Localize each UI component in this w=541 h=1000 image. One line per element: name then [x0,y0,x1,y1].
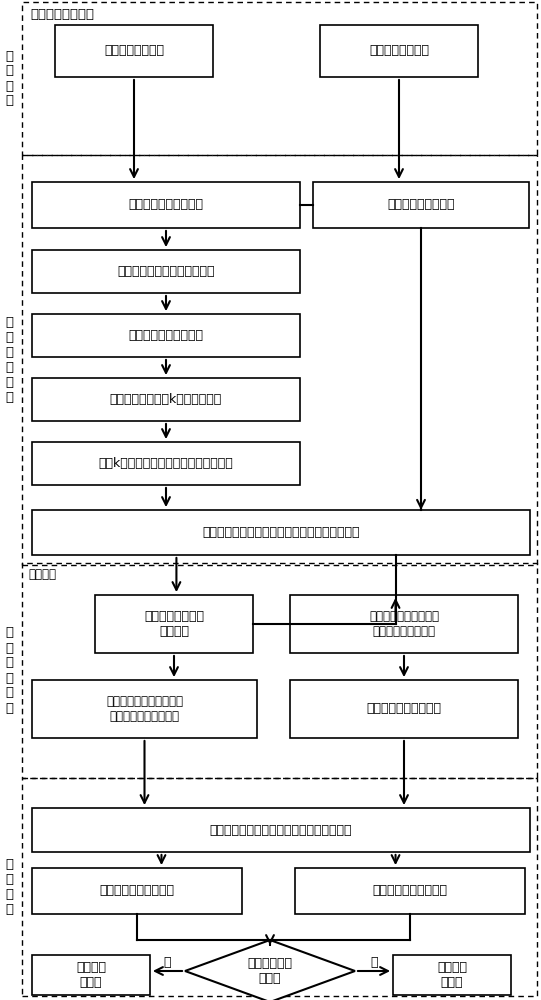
Bar [32,955,150,995]
Text: 待测芯片
有木马: 待测芯片 有木马 [437,961,467,989]
Bar [32,182,300,228]
Text: 母本电路电流信息: 母本电路电流信息 [104,44,164,57]
Bar [55,25,213,77]
Text: 待测芯片距离测度矩阵: 待测芯片距离测度矩阵 [366,702,441,716]
Bar [22,2,537,155]
Text: 计算待测样本主成分与
母本均值向量的距离: 计算待测样本主成分与 母本均值向量的距离 [369,610,439,638]
Text: 距离测度分布
可分辨: 距离测度分布 可分辨 [247,957,293,985]
Bar [32,510,530,555]
Bar [32,808,530,852]
Bar [22,155,537,565]
Text: 芯片功耗信息采集: 芯片功耗信息采集 [30,7,94,20]
Text: 是: 是 [370,956,378,970]
Bar [290,595,518,653]
Bar [32,680,257,738]
Text: 计
算
距
离
测
度: 计 算 距 离 测 度 [5,626,13,714]
Polygon shape [185,940,355,1000]
Bar [95,595,253,653]
Text: 芯片样本库样本数据集: 芯片样本库样本数据集 [129,198,203,212]
Bar [32,378,300,421]
Text: 测试芯片样本数据集: 测试芯片样本数据集 [387,198,455,212]
Text: 统计距离测度分布情况并绘制距离分布曲线: 统计距离测度分布情况并绘制距离分布曲线 [210,824,352,836]
Text: 将样本数据集和测试数据集均映射到主特征空间: 将样本数据集和测试数据集均映射到主特征空间 [202,526,360,539]
Bar [22,778,537,996]
Bar [32,442,300,485]
Text: 计算样本数据集的协方差矩阵: 计算样本数据集的协方差矩阵 [117,265,215,278]
Text: 待测芯片
无木马: 待测芯片 无木马 [76,961,106,989]
Text: 特
征
提
取
选
择: 特 征 提 取 选 择 [5,316,13,404]
Bar [320,25,478,77]
Bar [393,955,511,995]
Text: 计算母本芯片样本主成分
与母本均值向量的距离: 计算母本芯片样本主成分 与母本均值向量的距离 [106,695,183,723]
Bar [22,563,537,778]
Text: 计算特征值和特征向量: 计算特征值和特征向量 [129,329,203,342]
Bar [295,868,525,914]
Bar [32,868,242,914]
Text: 待测电路电流信息: 待测电路电流信息 [369,44,429,57]
Bar [32,314,300,357]
Text: 选取贡献率最大的k个主要特征值: 选取贡献率最大的k个主要特征值 [110,393,222,406]
Text: 待测芯片距离测度分布: 待测芯片距离测度分布 [373,884,447,898]
Bar [313,182,529,228]
Text: 距离测度: 距离测度 [28,568,56,582]
Text: 否: 否 [164,956,171,970]
Text: 母本芯片距离测度分布: 母本芯片距离测度分布 [100,884,175,898]
Bar [290,680,518,738]
Bar [32,250,300,293]
Text: 信
息
采
集: 信 息 采 集 [5,49,13,107]
Text: 木
马
检
测: 木 马 检 测 [5,858,13,916]
Text: 选取k个主要的特征向量形成主特征空间: 选取k个主要的特征向量形成主特征空间 [98,457,233,470]
Text: 计算母本主成分的
均值向量: 计算母本主成分的 均值向量 [144,610,204,638]
